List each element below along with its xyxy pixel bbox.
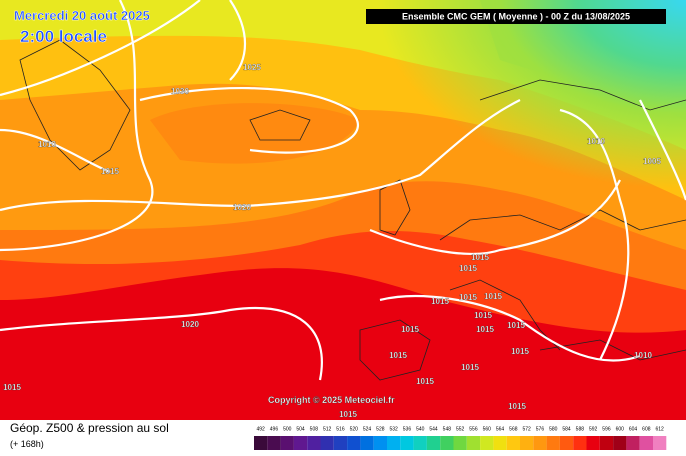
- copyright: Copyright © 2025 Meteociel.fr: [268, 395, 395, 405]
- scale-label: 596: [602, 426, 611, 432]
- scale-label: 536: [403, 426, 412, 432]
- scale-label: 548: [443, 426, 452, 432]
- isobar-label: 1020: [181, 320, 199, 329]
- scale-label: 496: [270, 426, 279, 432]
- isobar-label: 1015: [508, 402, 526, 411]
- band: [150, 103, 360, 164]
- scale-label: 528: [376, 426, 385, 432]
- scale-swatch: [586, 436, 600, 450]
- scale-swatch: [493, 436, 507, 450]
- scale-label: 608: [642, 426, 651, 432]
- isobar-label: 1010: [587, 137, 605, 146]
- isobar-label: 1015: [461, 363, 479, 372]
- scale-label: 552: [456, 426, 465, 432]
- scale-label: 592: [589, 426, 598, 432]
- scale-swatch: [267, 436, 281, 450]
- isobar-label: 1015: [476, 325, 494, 334]
- date-label: Mercredi 20 août 2025: [14, 8, 150, 23]
- scale-swatch: [373, 436, 387, 450]
- time-label: 2:00 locale: [20, 27, 107, 46]
- isobar-label: 1005: [643, 157, 661, 166]
- scale-label: 604: [629, 426, 638, 432]
- scale-swatch: [387, 436, 401, 450]
- scale-swatch: [254, 436, 268, 450]
- isobar: [0, 0, 686, 381]
- scale-label: 556: [469, 426, 478, 432]
- scale-swatch: [320, 436, 334, 450]
- scale-swatch: [639, 436, 653, 450]
- scale-swatch: [466, 436, 481, 450]
- scale-label: 612: [655, 426, 664, 432]
- scale-swatch: [413, 436, 427, 450]
- model-label: Ensemble CMC GEM ( Moyenne ) - 00 Z du 1…: [402, 11, 630, 21]
- scale-label: 580: [549, 426, 558, 432]
- scale-swatch: [573, 436, 587, 450]
- scale-label: 600: [616, 426, 625, 432]
- scale-swatch: [626, 436, 640, 450]
- scale-swatch: [440, 436, 454, 450]
- scale-label: 516: [336, 426, 345, 432]
- scale-swatch: [293, 436, 308, 450]
- scale-swatch: [506, 436, 520, 450]
- isobar-label: 1015: [459, 293, 477, 302]
- scale-swatch: [653, 436, 667, 450]
- isobar-label: 1015: [459, 264, 477, 273]
- scale-label: 504: [296, 426, 305, 432]
- scale-swatch: [453, 436, 467, 450]
- scale-swatch: [613, 436, 627, 450]
- scale-label: 500: [283, 426, 292, 432]
- scale-swatch: [559, 436, 574, 450]
- scale-label: 568: [509, 426, 518, 432]
- isobar-label: 1020: [233, 203, 251, 212]
- scale-swatch: [333, 436, 348, 450]
- scale-swatch: [546, 436, 560, 450]
- scale-label: 560: [483, 426, 492, 432]
- scale-label: 584: [562, 426, 571, 432]
- scale-label: 532: [389, 426, 398, 432]
- model-banner: [366, 9, 666, 24]
- scale-label: 588: [576, 426, 585, 432]
- scale-label: 544: [429, 426, 438, 432]
- isobar-label: 1025: [243, 63, 261, 72]
- scale-label: 512: [323, 426, 332, 432]
- footer-title: Géop. Z500 & pression au sol: [10, 421, 169, 435]
- isobar-label: 1015: [339, 410, 357, 419]
- isobar-label: 1015: [507, 321, 525, 330]
- scale-swatch: [360, 436, 374, 450]
- scale-swatch: [400, 436, 414, 450]
- footer-lead: (+ 168h): [10, 439, 44, 449]
- isobar-label: 1015: [511, 347, 529, 356]
- scale-label: 564: [496, 426, 505, 432]
- scale-swatch: [599, 436, 614, 450]
- scale-swatch: [347, 436, 361, 450]
- isobar-label: 1015: [471, 253, 489, 262]
- scale-label: 576: [536, 426, 545, 432]
- isobar-label: 1015: [474, 311, 492, 320]
- cold-pool: [0, 90, 140, 270]
- scale-swatch: [533, 436, 547, 450]
- isobar-label: 1010: [634, 351, 652, 360]
- scale-swatch: [520, 436, 534, 450]
- scale-label: 540: [416, 426, 425, 432]
- coastline: [19, 39, 686, 381]
- isobar-label: 1015: [3, 383, 21, 392]
- scale-label: 520: [350, 426, 359, 432]
- isobar-label: 1015: [484, 292, 502, 301]
- isobar-label: 1030: [171, 87, 189, 96]
- isobar-label: 1010: [38, 140, 56, 149]
- scale-label: 492: [256, 426, 265, 432]
- scale-swatch: [426, 436, 441, 450]
- scale-label: 572: [522, 426, 531, 432]
- scale-label: 524: [363, 426, 372, 432]
- scale-swatch: [307, 436, 321, 450]
- isobar-label: 1015: [416, 377, 434, 386]
- isobar-label: 1015: [389, 351, 407, 360]
- scale-label: 508: [310, 426, 319, 432]
- scale-swatch: [280, 436, 294, 450]
- isobar-label: 1015: [431, 297, 449, 306]
- scale-swatch: [480, 436, 494, 450]
- isobar-label: 1015: [101, 167, 119, 176]
- isobar-label: 1015: [401, 325, 419, 334]
